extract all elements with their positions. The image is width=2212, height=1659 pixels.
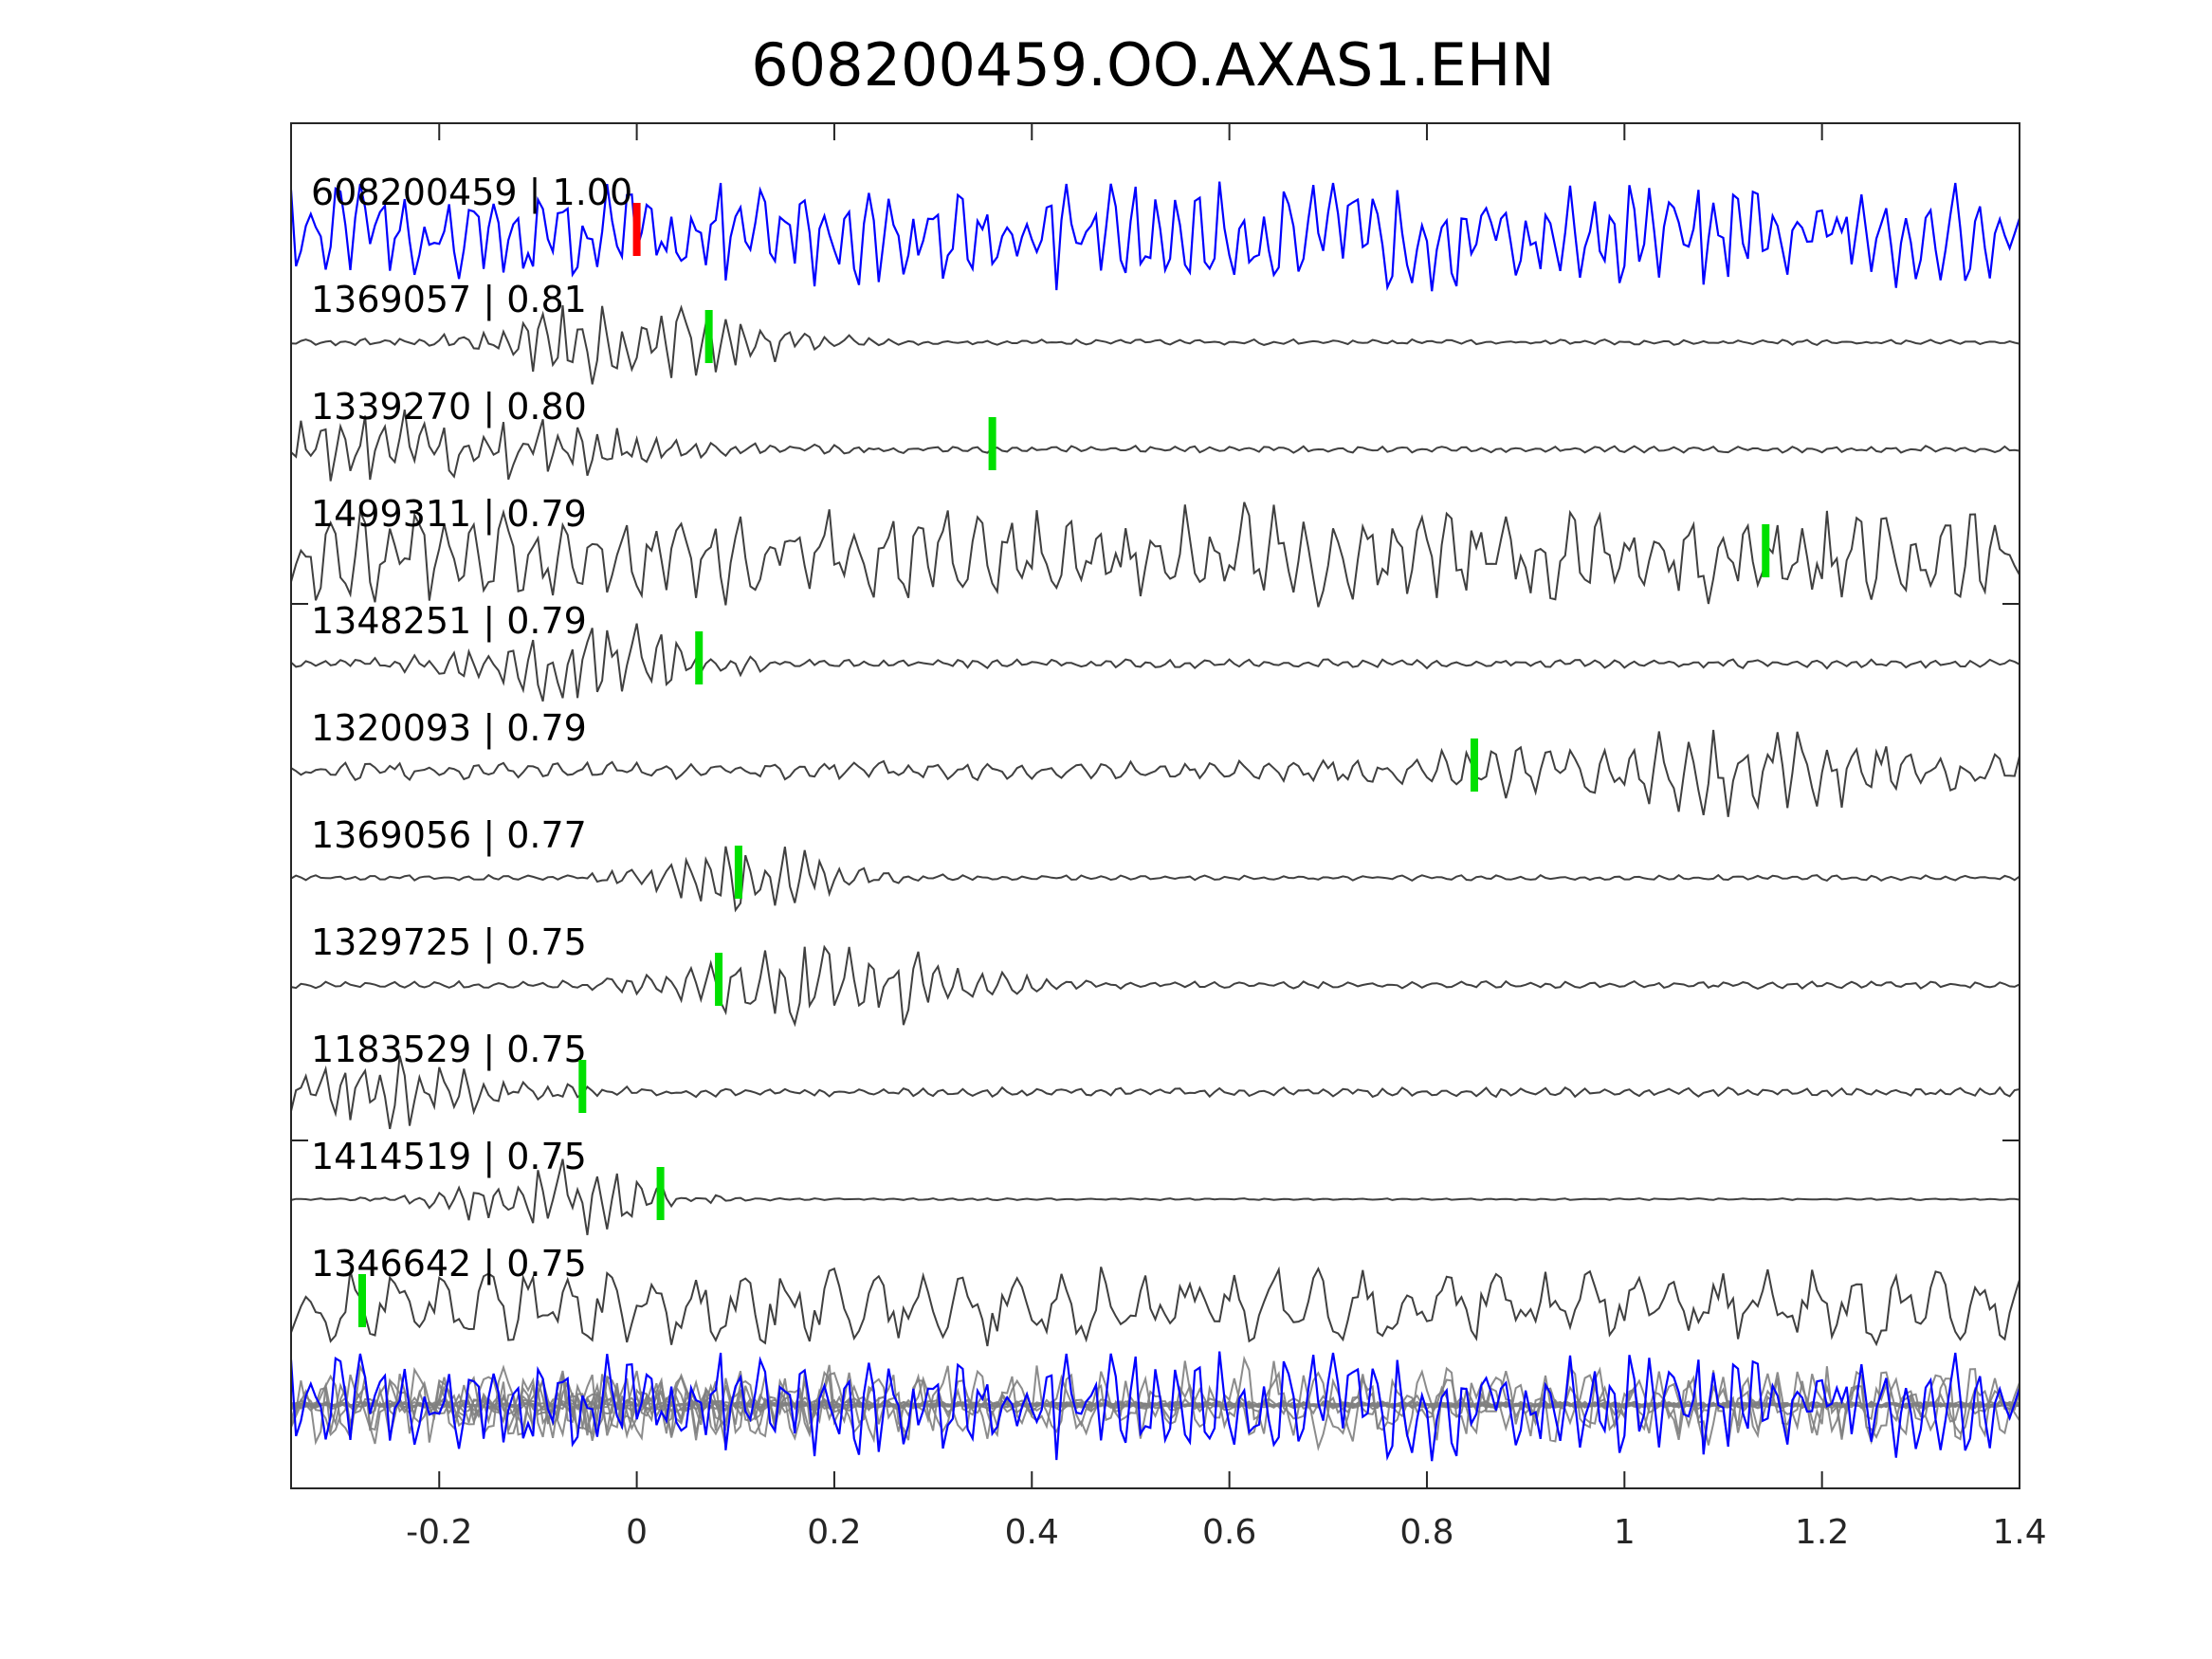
- x-tick-label: 0.6: [1202, 1513, 1256, 1552]
- chart-title: 608200459.OO.AXAS1.EHN: [751, 30, 1555, 100]
- trace-label: 1348251 | 0.79: [311, 600, 587, 643]
- trace-label: 1329725 | 0.75: [311, 921, 587, 964]
- x-tick-label: 1.4: [1992, 1513, 2046, 1552]
- waveform-line: [290, 1266, 2020, 1347]
- pick-marker: [704, 310, 713, 363]
- pick-marker: [1762, 524, 1770, 577]
- axes-box: [290, 122, 2020, 1489]
- trace-1320093: 1320093 | 0.79: [290, 707, 2020, 817]
- overlay-stack: [289, 1351, 2021, 1462]
- trace-1329725: 1329725 | 0.75: [290, 921, 2020, 1028]
- trace-label: 1499311 | 0.79: [311, 493, 587, 536]
- pick-marker: [734, 846, 742, 899]
- pick-marker: [632, 203, 641, 256]
- waveform-line: [290, 304, 2020, 385]
- trace-1348251: 1348251 | 0.79: [290, 600, 2020, 702]
- trace-label: 1339270 | 0.80: [311, 386, 587, 428]
- trace-1183529: 1183529 | 0.75: [290, 1029, 2020, 1130]
- trace-1339270: 1339270 | 0.80: [290, 386, 2020, 482]
- trace-1369057: 1369057 | 0.81: [290, 279, 2020, 385]
- pick-marker: [1470, 738, 1478, 792]
- trace-608200459: 608200459 | 1.00: [289, 172, 2021, 292]
- axes: -0.2 0 0.2 0.4 0.6 0.8 1 1.2 1.4: [290, 122, 2047, 1552]
- trace-label: 1183529 | 0.75: [311, 1029, 587, 1071]
- x-tick-label: 1.2: [1795, 1513, 1849, 1552]
- x-tick-label: 0.4: [1005, 1513, 1059, 1552]
- waveform-line: [290, 944, 2020, 1028]
- trace-label: 1414519 | 0.75: [311, 1136, 587, 1178]
- waveform-line: [290, 409, 2020, 482]
- waveform-line: [290, 623, 2020, 702]
- pick-marker: [695, 631, 704, 684]
- x-tick-label: -0.2: [406, 1513, 472, 1552]
- waveform-line: [289, 181, 2021, 292]
- pick-marker: [358, 1274, 367, 1327]
- waveform-line: [290, 846, 2020, 913]
- trace-label: 1369057 | 0.81: [311, 279, 587, 321]
- trace-label: 1346642 | 0.75: [311, 1243, 587, 1285]
- trace-1346642: 1346642 | 0.75: [290, 1243, 2020, 1347]
- pick-marker: [715, 953, 723, 1006]
- x-tick-label: 0.2: [807, 1513, 861, 1552]
- trace-label: 1369056 | 0.77: [311, 814, 587, 857]
- trace-1414519: 1414519 | 0.75: [290, 1136, 2020, 1235]
- trace-1499311: 1499311 | 0.79: [290, 493, 2020, 608]
- trace-label: 1320093 | 0.79: [311, 707, 587, 750]
- pick-marker: [578, 1060, 587, 1113]
- trace-1369056: 1369056 | 0.77: [290, 814, 2020, 913]
- x-tick-label: 0.8: [1399, 1513, 1453, 1552]
- trace-label: 608200459 | 1.00: [311, 172, 632, 214]
- pick-marker: [988, 417, 996, 470]
- overlay-template-waveform: [289, 1351, 2021, 1462]
- traces: 608200459 | 1.00 1369057 | 0.81 1339270 | …: [289, 172, 2021, 1462]
- x-tick-label: 1: [1614, 1513, 1636, 1552]
- waveform-line: [290, 729, 2020, 817]
- pick-marker: [656, 1167, 665, 1220]
- waveform-line: [290, 1158, 2020, 1235]
- x-tick-label: 0: [626, 1513, 648, 1552]
- waveform-line: [290, 501, 2020, 608]
